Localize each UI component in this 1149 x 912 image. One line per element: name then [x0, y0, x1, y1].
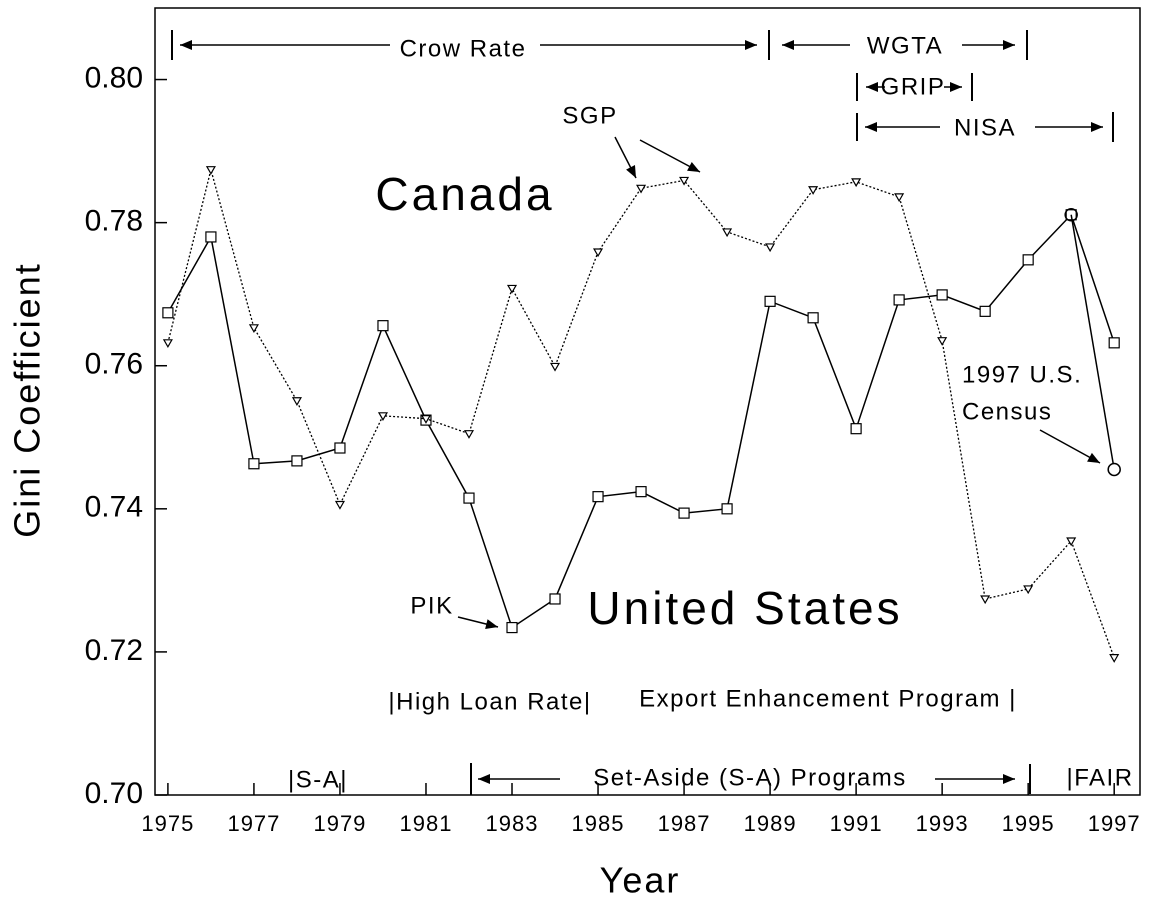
y-tick-label: 0.72	[85, 634, 143, 667]
annotation: 1997 U.S.	[962, 361, 1082, 388]
x-tick-label: 1989	[744, 811, 797, 836]
x-tick-label: 1983	[486, 811, 539, 836]
marker	[979, 305, 991, 317]
arrow-head	[745, 40, 757, 50]
marker	[721, 503, 733, 515]
marker	[808, 186, 819, 195]
marker	[636, 184, 647, 194]
y-tick-label: 0.70	[85, 777, 143, 810]
marker	[678, 507, 690, 519]
annotation: SGP	[562, 102, 617, 129]
series-label: Canada	[375, 168, 554, 220]
marker	[377, 320, 389, 332]
marker	[635, 486, 647, 498]
marker	[334, 442, 346, 454]
marker	[807, 312, 819, 324]
annotation: Census	[962, 398, 1052, 425]
marker	[248, 324, 259, 334]
marker	[593, 248, 604, 258]
marker	[248, 458, 260, 470]
marker	[592, 491, 604, 503]
arrow-head	[1003, 774, 1015, 784]
annotation: Crow Rate	[400, 35, 527, 62]
marker	[851, 178, 862, 188]
x-tick-label: 1985	[572, 811, 625, 836]
arrow-head	[485, 619, 498, 629]
marker	[765, 243, 776, 253]
annotation: GRIP	[881, 73, 946, 100]
marker	[980, 595, 991, 605]
marker	[291, 397, 302, 406]
marker	[463, 492, 475, 504]
y-tick-label: 0.80	[85, 61, 143, 94]
marker	[936, 289, 948, 301]
arrow-head	[626, 165, 636, 178]
marker	[420, 415, 432, 424]
marker	[162, 339, 173, 349]
marker	[679, 176, 690, 186]
x-tick-label: 1977	[227, 811, 280, 836]
arrow-head	[1003, 40, 1015, 50]
x-tick-label: 1993	[916, 811, 969, 836]
arrow-head	[1087, 452, 1100, 463]
series-line	[167, 167, 1115, 658]
arrow-head	[478, 774, 490, 784]
x-tick-label: 1987	[658, 811, 711, 836]
arrow-head	[782, 40, 794, 50]
y-axis-label: Gini Coefficient	[7, 262, 48, 537]
plot-frame	[154, 7, 1141, 796]
marker	[850, 423, 862, 435]
marker	[722, 228, 733, 238]
census-point	[1107, 462, 1121, 477]
marker	[1064, 208, 1078, 222]
marker	[549, 593, 561, 605]
census-link	[1070, 214, 1115, 470]
marker	[334, 500, 345, 510]
marker	[893, 294, 905, 306]
arrow-head	[687, 161, 700, 172]
y-tick-label: 0.74	[85, 491, 143, 524]
marker	[1066, 537, 1077, 547]
marker	[291, 455, 303, 467]
arrow-head	[866, 82, 878, 92]
marker	[1022, 254, 1034, 266]
arrow-head	[180, 40, 192, 50]
marker	[377, 412, 389, 422]
annotation: WGTA	[867, 32, 943, 59]
marker	[1023, 585, 1034, 595]
marker	[162, 307, 174, 319]
marker	[506, 621, 518, 634]
annotation: PIK	[410, 592, 453, 619]
marker	[205, 166, 216, 175]
annotation: |FAIR	[1066, 764, 1133, 791]
arrow-head	[950, 82, 962, 92]
marker	[894, 193, 905, 203]
y-tick-label: 0.76	[85, 348, 143, 381]
annotation: |High Loan Rate|	[388, 688, 591, 715]
marker	[506, 284, 518, 294]
marker	[549, 362, 561, 372]
annotation: Set-Aside (S-A) Programs	[593, 764, 906, 791]
annotation: |S-A|	[288, 766, 348, 793]
x-axis-label: Year	[600, 860, 681, 901]
marker	[764, 295, 776, 307]
marker	[937, 337, 948, 346]
x-tick-label: 1995	[1002, 811, 1055, 836]
x-tick-label: 1981	[400, 811, 453, 836]
marker	[1108, 337, 1120, 349]
annotation: Export Enhancement Program |	[639, 685, 1017, 712]
marker	[1109, 654, 1120, 663]
marker	[463, 430, 475, 439]
annotation: NISA	[954, 114, 1016, 141]
arrow-head	[1091, 122, 1103, 132]
y-tick-label: 0.78	[85, 205, 143, 238]
x-tick-label: 1975	[141, 811, 194, 836]
marker	[205, 231, 217, 243]
x-tick-label: 1991	[830, 811, 883, 836]
x-tick-label: 1979	[313, 811, 366, 836]
x-tick-label: 1997	[1088, 811, 1141, 836]
arrow-head	[865, 122, 877, 132]
series-label: United States	[587, 582, 902, 634]
